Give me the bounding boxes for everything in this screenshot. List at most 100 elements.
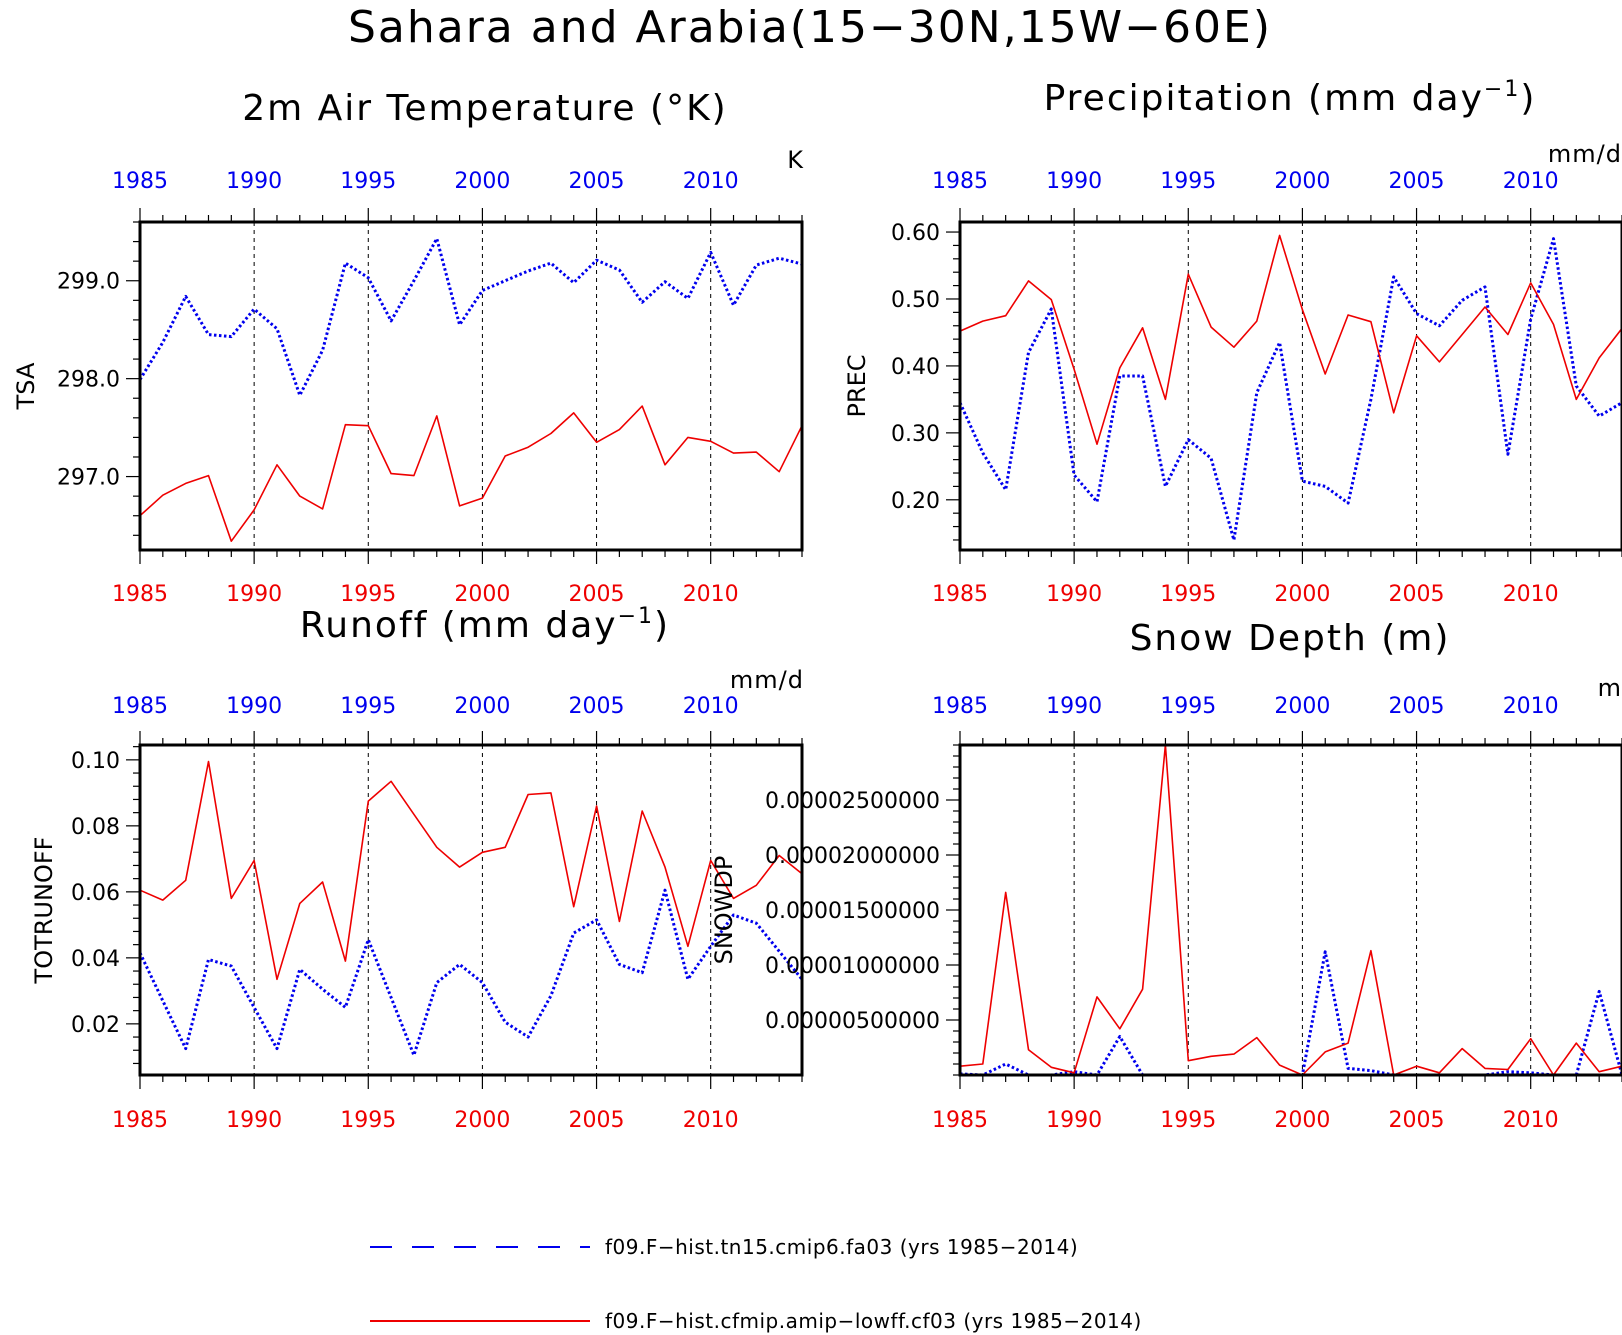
x-tick-label-bottom: 2000 [1274, 1108, 1330, 1133]
x-tick-label-top: 1990 [1046, 694, 1102, 719]
x-tick-label-bottom: 2000 [454, 1108, 510, 1133]
x-tick-label-bottom: 2005 [569, 582, 625, 607]
series-line-blue [959, 950, 1622, 1077]
y-tick-label: 0.04 [71, 947, 120, 972]
x-tick-label-top: 2005 [1389, 169, 1445, 194]
x-tick-label-bottom: 2005 [1389, 1108, 1445, 1133]
x-tick-label-top: 1990 [1046, 169, 1102, 194]
series-line-red [139, 760, 803, 981]
series-line-blue [138, 237, 803, 397]
y-tick-label: 0.30 [891, 422, 940, 447]
y-tick-label: 0.00001000000 [765, 954, 940, 979]
chart-title-sup: −1 [1484, 77, 1520, 102]
plot-frame [958, 743, 1622, 1077]
x-tick-label-bottom: 2010 [1503, 582, 1559, 607]
units-label: K [787, 146, 804, 174]
y-axis-label: SNOWDP [710, 856, 738, 965]
chart-title: Snow Depth (m) [1130, 618, 1451, 659]
x-tick-label-top: 2000 [1274, 694, 1330, 719]
x-tick-label-top: 2010 [1503, 694, 1559, 719]
series-line-blue [138, 888, 804, 1057]
x-tick-label-top: 1985 [932, 169, 988, 194]
y-axis-label: PREC [843, 354, 871, 417]
panels: 2m Air Temperature (°K) K 1985 1985 1990 1990… [12, 77, 1622, 1133]
x-tick-label-bottom: 1995 [340, 1108, 396, 1133]
chart-title-main: Precipitation (mm day [1044, 78, 1484, 119]
x-tick-label-bottom: 1985 [112, 582, 168, 607]
x-tick-label-bottom: 1985 [112, 1108, 168, 1133]
plot-frame [138, 743, 804, 1077]
x-tick-label-top: 1985 [932, 694, 988, 719]
x-tick-label-top: 2005 [1389, 694, 1445, 719]
x-tick-label-bottom: 2000 [454, 582, 510, 607]
units-label: mm/d [1548, 140, 1622, 168]
x-tick-label-top: 2010 [1503, 169, 1559, 194]
x-tick-label-bottom: 1990 [226, 582, 282, 607]
units-label: m [1598, 674, 1622, 702]
y-tick-label: 0.06 [71, 881, 120, 906]
x-tick-label-top: 2005 [569, 169, 625, 194]
x-tick-label-top: 2010 [683, 694, 739, 719]
y-tick-label: 0.60 [891, 221, 940, 246]
x-tick-label-bottom: 2000 [1274, 582, 1330, 607]
units-label: mm/d [730, 666, 804, 694]
y-axis-label: TOTRUNOFF [30, 837, 58, 985]
legend-label-blue: f09.F−hist.tn15.cmip6.fa03 (yrs 1985−201… [605, 1235, 1078, 1259]
chart-panel-3: Runoff (mm day−1) mm/d 1985 1985 1990 1990 199… [30, 604, 804, 1133]
y-tick-label: 0.00002500000 [765, 789, 940, 814]
x-tick-label-top: 1995 [340, 169, 396, 194]
x-tick-label-bottom: 2010 [683, 1108, 739, 1133]
x-tick-label-top: 1990 [226, 169, 282, 194]
chart-title-end: ) [654, 605, 670, 646]
series-line-red [139, 405, 803, 543]
y-tick-label: 0.20 [891, 489, 940, 514]
plot-frame [958, 220, 1622, 552]
chart-title: 2m Air Temperature (°K) [242, 88, 727, 129]
chart-title: Runoff (mm day−1) [300, 604, 670, 646]
x-tick-label-bottom: 1985 [932, 582, 988, 607]
x-tick-label-bottom: 1990 [226, 1108, 282, 1133]
x-tick-label-top: 1995 [340, 694, 396, 719]
chart-panel-4: Snow Depth (m) m 1985 1985 1990 1990 1995 1995 2… [710, 618, 1622, 1133]
x-tick-label-top: 1995 [1160, 694, 1216, 719]
y-axis-label: TSA [12, 362, 40, 410]
page-title: Sahara and Arabia(15−30N,15W−60E) [348, 2, 1272, 53]
series-line-blue [958, 237, 1622, 542]
chart-title-end: ) [1520, 78, 1536, 119]
x-tick-label-bottom: 1985 [932, 1108, 988, 1133]
x-tick-label-top: 1985 [112, 169, 168, 194]
chart-title-main: Snow Depth (m) [1130, 618, 1451, 659]
x-tick-label-bottom: 2005 [569, 1108, 625, 1133]
x-tick-label-top: 2005 [569, 694, 625, 719]
chart-title-main: 2m Air Temperature (°K) [242, 88, 727, 129]
series-line-red [959, 744, 1622, 1076]
x-tick-label-top: 1995 [1160, 169, 1216, 194]
y-tick-label: 0.40 [891, 355, 940, 380]
chart-title-main: Runoff (mm day [300, 605, 618, 646]
x-tick-label-top: 2000 [454, 694, 510, 719]
x-tick-label-bottom: 2010 [1503, 1108, 1559, 1133]
y-tick-label: 0.10 [71, 749, 120, 774]
y-tick-label: 0.00000500000 [765, 1009, 940, 1034]
x-tick-label-top: 1985 [112, 694, 168, 719]
chart-panel-2: Precipitation (mm day−1) mm/d 1985 1985 1990… [843, 77, 1622, 607]
plot-frame [138, 220, 804, 552]
legend-label-red: f09.F−hist.cfmip.amip−lowff.cf03 (yrs 19… [605, 1309, 1142, 1333]
y-tick-label: 0.00002000000 [765, 844, 940, 869]
x-tick-label-bottom: 2005 [1389, 582, 1445, 607]
x-tick-label-top: 2000 [454, 169, 510, 194]
y-tick-label: 0.00001500000 [765, 899, 940, 924]
y-tick-label: 297.0 [57, 466, 120, 491]
y-tick-label: 299.0 [57, 270, 120, 295]
x-tick-label-bottom: 2010 [683, 582, 739, 607]
x-tick-label-bottom: 1995 [1160, 1108, 1216, 1133]
y-tick-label: 0.02 [71, 1013, 120, 1038]
x-tick-label-top: 1990 [226, 694, 282, 719]
x-tick-label-bottom: 1995 [1160, 582, 1216, 607]
x-tick-label-bottom: 1990 [1046, 1108, 1102, 1133]
chart-title-sup: −1 [618, 604, 654, 629]
x-tick-label-bottom: 1995 [340, 582, 396, 607]
y-tick-label: 0.50 [891, 288, 940, 313]
x-tick-label-bottom: 1990 [1046, 582, 1102, 607]
